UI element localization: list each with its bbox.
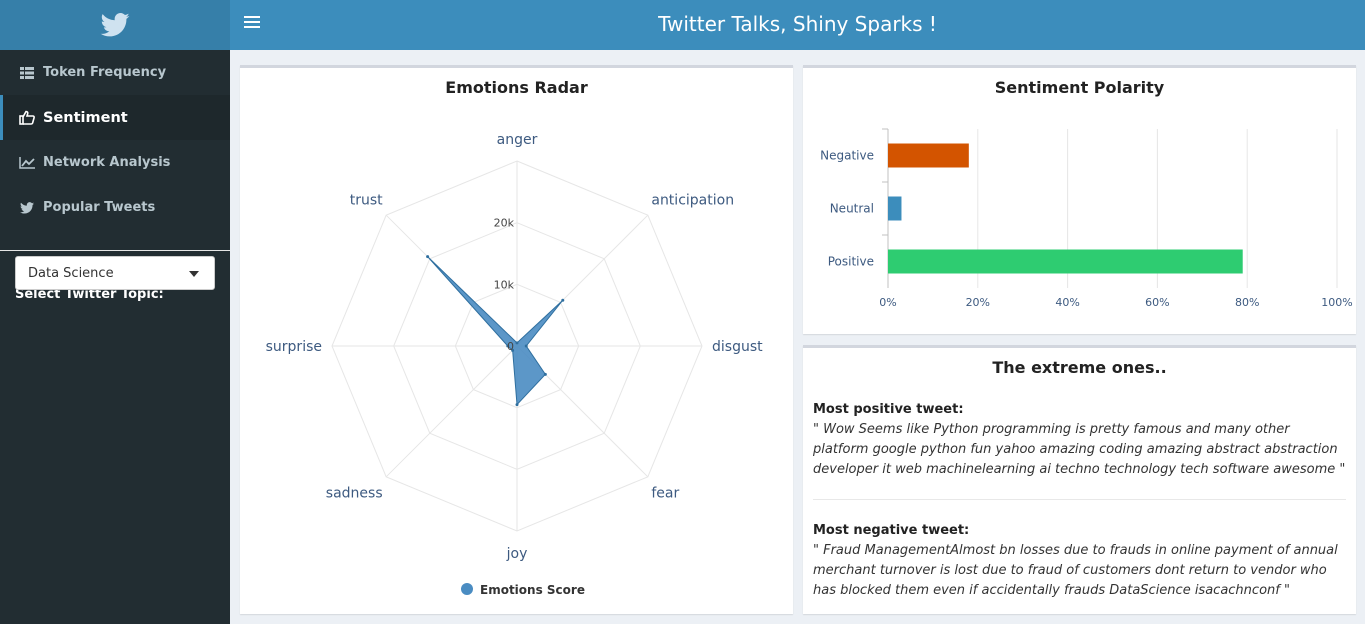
legend-swatch [461,583,473,595]
sidebar-item-token-frequency[interactable]: Token Frequency [0,50,230,95]
bar-tick-label: 40% [1055,296,1079,309]
panel-title: The extreme ones.. [992,358,1167,377]
radar-point[interactable] [506,344,510,348]
most-negative-tweet: Most negative tweet: " Fraud ManagementA… [813,521,1346,601]
caret-down-icon [189,271,199,277]
radar-axis-label: anticipation [651,193,734,209]
tweet-heading: Most positive tweet: [813,402,964,417]
bar-tick-label: 20% [966,296,990,309]
radar-spoke [385,345,518,478]
twitter-bird-icon [100,13,130,37]
bar-tick-label: 80% [1235,296,1259,309]
divider [813,499,1346,500]
sidebar-item-network-analysis[interactable]: Network Analysis [0,140,230,185]
sidebar-item-popular-tweets[interactable]: Popular Tweets [0,185,230,230]
tweet-heading: Most negative tweet: [813,523,970,538]
most-positive-tweet: Most positive tweet: " Wow Seems like Py… [813,400,1346,480]
radar-point[interactable] [524,344,528,348]
radar-tick-label: 10k [494,278,515,291]
bar-category-label: Neutral [830,202,874,216]
bar-tick-label: 60% [1145,296,1169,309]
panel-title: Emotions Radar [445,78,588,97]
topic-select[interactable]: Data Science [15,256,215,290]
sidebar-item-label: Sentiment [43,109,128,126]
sidebar-item-label: Token Frequency [43,65,167,80]
thumbs-up-icon [18,110,36,125]
topic-select-label: Select Twitter Topic: [15,287,164,302]
logo[interactable] [0,0,230,50]
radar-point[interactable] [426,255,430,259]
extreme-tweets-panel: The extreme ones.. Most positive tweet: … [803,345,1356,614]
bar-category-label: Negative [820,149,874,163]
radar-axis-label: sadness [326,485,383,501]
radar-axis-label: anger [497,132,538,148]
bar-neutral[interactable] [888,196,902,221]
sidebar-item-label: Network Analysis [43,155,171,170]
line-chart-icon [18,156,36,170]
navbar: Twitter Talks, Shiny Sparks ! [230,0,1365,50]
bar-positive[interactable] [888,249,1243,274]
emotions-radar-panel: Emotions Radar 0 10k 20k anger anticipation… [240,65,793,614]
legend-label: Emotions Score [480,583,585,597]
tweet-text: " Fraud ManagementAlmost bn losses due t… [813,543,1338,598]
topic-select-value: Data Science [28,266,114,281]
sidebar-item-label: Popular Tweets [43,200,156,215]
sidebar-item-sentiment[interactable]: Sentiment [0,95,230,140]
sidebar: Token Frequency Sentiment Network Analys… [0,50,230,624]
radar-axis-label: trust [350,193,383,209]
sentiment-polarity-chart: 0% 20% 40% 60% 80% 100% Negative Neutral Positi… [820,128,1353,309]
sidebar-toggle-icon[interactable] [244,16,260,34]
panel-title: Sentiment Polarity [994,78,1165,97]
bar-category-label: Positive [828,255,874,269]
radar-axis-label: fear [651,485,679,501]
emotions-radar-chart: 0 10k 20k anger anticipation disgust fear joy s… [266,132,763,597]
radar-point[interactable] [561,298,565,302]
bar-negative[interactable] [888,143,969,168]
radar-point[interactable] [515,341,519,345]
table-icon [18,66,36,80]
twitter-icon [18,201,36,215]
chart-legend[interactable]: Emotions Score [461,583,585,597]
radar-tick-label: 20k [494,217,515,230]
radar-axis-label: joy [506,546,528,562]
sidebar-divider [0,250,230,251]
bar-tick-label: 100% [1321,296,1352,309]
radar-axis-label: disgust [712,339,763,355]
bar-tick-label: 0% [879,296,896,309]
tweet-text: " Wow Seems like Python programming is p… [813,422,1346,477]
radar-point[interactable] [511,348,515,352]
sentiment-polarity-panel: Sentiment Polarity 0% 20% 40% 60% 80% 100% Ne… [803,65,1356,334]
radar-point[interactable] [515,403,519,407]
radar-axis-label: surprise [266,339,322,355]
radar-tick-label: 0 [507,340,514,353]
app-title: Twitter Talks, Shiny Sparks ! [658,12,937,36]
radar-point[interactable] [543,372,547,376]
